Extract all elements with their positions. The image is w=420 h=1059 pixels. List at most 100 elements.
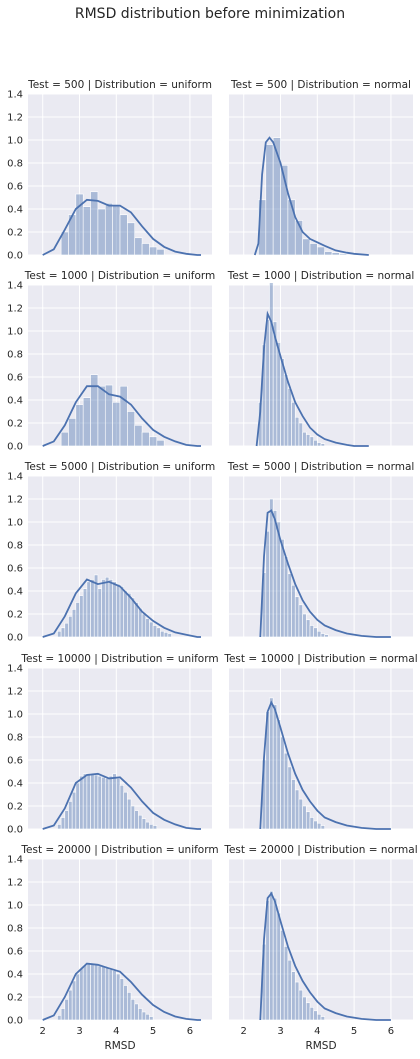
panel-title: Test = 500 | Distribution = normal (230, 79, 411, 91)
y-tick-label: 0.4 (7, 587, 23, 598)
kde-curve (42, 385, 201, 447)
histogram-bar (141, 613, 147, 638)
histogram-bar (320, 633, 325, 638)
histogram-bar (309, 436, 314, 447)
histogram-bar (82, 964, 88, 1021)
histogram-bar (302, 805, 307, 830)
histogram-bar (294, 981, 300, 1021)
histogram-bar (116, 973, 121, 1021)
y-tick-label: 0.2 (7, 419, 23, 430)
histogram-bar (149, 246, 158, 256)
histogram-bar (272, 510, 278, 638)
histogram-bar (104, 966, 110, 1021)
y-tick-label: 0.2 (7, 228, 23, 239)
facet-panel: Test = 20000 | Distribution = uniform 0.0… (7, 844, 219, 1052)
histogram-bar (108, 775, 113, 830)
kde-curve (259, 891, 391, 1021)
y-tick-label: 1.2 (7, 495, 23, 506)
histogram-bar (149, 436, 158, 447)
histogram-bar (86, 581, 91, 638)
histogram-bar (119, 586, 124, 638)
y-tick-label: 0.0 (7, 633, 23, 644)
y-tick-label: 1.0 (7, 518, 23, 529)
histogram-bar (305, 811, 311, 830)
histogram-bar (298, 989, 303, 1021)
facet-panel: Test = 500 | Distribution = uniform 0.0 0.… (7, 79, 212, 262)
histogram-bar (64, 998, 69, 1021)
histogram-bar (75, 782, 80, 830)
histogram-bar (163, 632, 169, 638)
panel-background (229, 94, 413, 255)
histogram-bar (116, 778, 121, 830)
panel-title: Test = 20000 | Distribution = normal (223, 844, 417, 856)
y-tick-label: 0.0 (7, 442, 23, 453)
histogram-bar (149, 824, 154, 830)
histogram-bar (265, 530, 270, 638)
panel-background (229, 668, 413, 829)
histogram-bar (287, 388, 292, 447)
kde-curve (259, 700, 391, 830)
histogram-bar (291, 971, 296, 1021)
y-tick-label: 0.8 (7, 924, 23, 935)
histogram-bar (57, 824, 62, 830)
histogram-bar (138, 814, 143, 830)
histogram-bar (269, 498, 274, 638)
histogram-bar (97, 965, 102, 1021)
histogram-bar (294, 789, 300, 830)
histogram-bar (305, 619, 311, 638)
y-tick-label: 1.4 (7, 855, 23, 866)
panel-background (229, 859, 413, 1020)
histogram-bar (309, 625, 314, 638)
histogram-bar (79, 775, 84, 830)
histogram-bar (104, 576, 110, 638)
facet-panel: Test = 1000 | Distribution = normal (227, 270, 414, 447)
histogram-bar (119, 978, 124, 1021)
histogram-bar (276, 342, 281, 447)
histogram-bar (280, 929, 285, 1021)
panel-background (229, 285, 413, 446)
y-tick-label: 0.6 (7, 564, 23, 575)
histogram-bar (116, 583, 121, 638)
histogram-bar (138, 1008, 143, 1021)
histogram-bar (141, 1011, 147, 1021)
histogram-bar (167, 633, 172, 638)
y-tick-label: 1.2 (7, 113, 23, 124)
x-tick-label: 4 (314, 1026, 320, 1037)
y-tick-label: 0.0 (7, 251, 23, 262)
histogram-bar (68, 615, 73, 638)
histogram-bar (82, 773, 88, 830)
histogram-bar (60, 1008, 66, 1021)
histogram-bar (156, 627, 161, 638)
y-tick-label: 1.4 (7, 472, 23, 483)
histogram-bar (265, 144, 274, 256)
histogram-bar (108, 579, 113, 638)
histogram-bar (298, 798, 303, 830)
histogram-bar (160, 630, 165, 638)
histogram-bar (302, 613, 307, 638)
histogram-bar (313, 439, 318, 447)
histogram-bar (68, 801, 73, 830)
facet-panel: Test = 20000 | Distribution = normal 2 3 4 5… (223, 844, 417, 1052)
histogram-bar (141, 243, 150, 256)
y-tick-label: 1.0 (7, 327, 23, 338)
histogram-bar (112, 401, 121, 447)
panel-title: Test = 20000 | Distribution = uniform (20, 844, 218, 856)
histogram-bar (127, 411, 136, 447)
histogram-bar (149, 621, 154, 638)
histogram-bar (123, 985, 128, 1021)
histogram-bar (64, 622, 69, 638)
histogram-bar (97, 775, 102, 830)
panel-title: Test = 10000 | Distribution = normal (223, 653, 417, 665)
histogram-bar (317, 442, 322, 447)
histogram-bar (283, 374, 289, 447)
histogram-bar (141, 818, 147, 830)
y-tick-label: 0.0 (7, 1016, 23, 1027)
histogram-bar (317, 246, 325, 256)
y-tick-label: 0.0 (7, 825, 23, 836)
x-axis-label: RMSD (305, 1040, 336, 1052)
histogram-bar (313, 820, 318, 830)
histogram-bar (320, 825, 325, 830)
histogram-bar (280, 736, 285, 830)
histogram-bar (302, 238, 311, 256)
